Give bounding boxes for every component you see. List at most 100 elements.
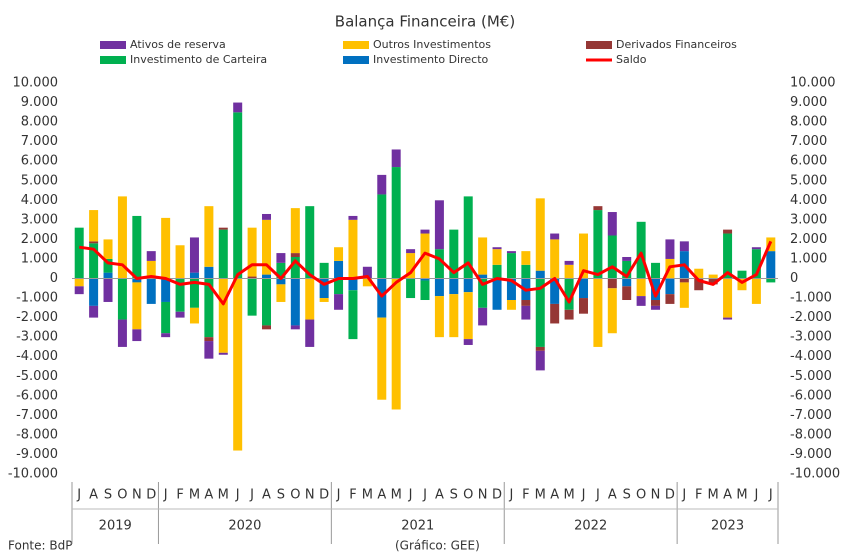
bar-segment	[564, 278, 574, 310]
bar-segment	[506, 300, 516, 310]
y-tick-label: 8.000	[21, 115, 58, 130]
x-tick-label: N	[305, 488, 315, 503]
bar-segment	[463, 292, 473, 340]
y-tick-label: 4.000	[21, 193, 58, 208]
bar-segment	[607, 278, 617, 289]
y2-tick-label: 4.000	[790, 193, 827, 208]
bar-segment	[607, 235, 617, 279]
legend-label: Saldo	[616, 53, 647, 66]
bar-segment	[578, 278, 588, 299]
bar-segment	[463, 196, 473, 279]
bar-segment	[550, 278, 560, 304]
bar-segment	[578, 298, 588, 314]
bar-segment	[434, 296, 444, 338]
bar-segment	[651, 300, 661, 306]
x-tick-label: S	[277, 488, 285, 503]
bar-segment	[161, 333, 171, 338]
x-tick-label: M	[563, 488, 574, 503]
bar-segment	[132, 215, 142, 279]
x-tick-label: J	[235, 488, 240, 503]
bar-segment	[348, 215, 358, 220]
bar-segment	[334, 247, 344, 261]
bar-segment	[305, 319, 315, 347]
bar-segment	[535, 278, 545, 347]
bar-segment	[694, 278, 704, 291]
bar-segment	[161, 301, 171, 334]
y2-tick-label: 5.000	[790, 173, 827, 188]
x-tick-label: S	[104, 488, 112, 503]
bar-segment	[434, 278, 444, 297]
x-tick-label: M	[189, 488, 200, 503]
y-tick-label: 6.000	[21, 154, 58, 169]
bar-segment	[420, 280, 430, 301]
saldo-line	[78, 240, 773, 306]
bar-segment	[737, 278, 747, 291]
bar-segment	[723, 317, 733, 320]
legend-swatch	[100, 41, 126, 49]
y-tick-label: -3.000	[16, 330, 58, 345]
bar-segment	[723, 229, 733, 234]
bar-segment	[218, 352, 228, 355]
bar-segment	[550, 239, 560, 279]
x-tick-label: A	[204, 488, 213, 503]
bar-segment	[189, 272, 199, 279]
bar-segment	[593, 206, 603, 211]
legend-swatch	[100, 56, 126, 64]
y-tick-label: -2.000	[16, 310, 58, 325]
bar-segment	[89, 210, 99, 242]
bar-segment	[74, 227, 84, 279]
bar-segment	[622, 286, 632, 301]
year-label: 2020	[228, 519, 261, 534]
bar-segment	[636, 278, 646, 297]
x-tick-label: A	[608, 488, 617, 503]
y2-tick-label: -9.000	[790, 447, 832, 462]
bar-segment	[593, 278, 603, 347]
bar-segment	[146, 260, 156, 279]
x-tick-label: F	[695, 488, 702, 503]
bar-segment	[276, 253, 286, 263]
bar-segment	[449, 278, 459, 295]
bar-segment	[276, 278, 286, 285]
year-label: 2019	[99, 519, 132, 534]
bar-segment	[319, 262, 329, 279]
bar-segment	[751, 278, 761, 304]
bar-segment	[204, 278, 214, 338]
bar-segment	[564, 264, 574, 279]
y-tick-label: 0	[50, 271, 58, 286]
bar-segment	[708, 278, 718, 285]
year-label: 2021	[401, 519, 434, 534]
bar-segment	[218, 227, 228, 230]
bar-segment	[535, 270, 545, 279]
y2-tick-label: -6.000	[790, 388, 832, 403]
y-tick-label: -9.000	[16, 447, 58, 462]
x-tick-label: A	[723, 488, 732, 503]
bar-segment	[305, 206, 315, 279]
bar-segment	[564, 309, 574, 320]
bar-segment	[362, 278, 372, 287]
x-tick-label: N	[132, 488, 142, 503]
x-tick-label: D	[146, 488, 156, 503]
bar-segment	[218, 278, 228, 353]
bar-segment	[521, 264, 531, 279]
bar-segment	[521, 300, 531, 306]
bar-segment	[535, 350, 545, 371]
bar-segment	[377, 174, 387, 195]
bar-segment	[679, 241, 689, 252]
y2-tick-label: -4.000	[790, 349, 832, 364]
bar-segment	[204, 206, 214, 267]
bar-segment	[247, 278, 257, 316]
bar-segment	[377, 317, 387, 400]
y2-tick-label: 8.000	[790, 115, 827, 130]
y-tick-label: 3.000	[21, 212, 58, 227]
y-tick-label: 10.000	[13, 76, 59, 91]
bar-segment	[607, 212, 617, 236]
bar-segment	[665, 278, 675, 295]
x-tick-label: F	[349, 488, 356, 503]
bar-segment	[564, 260, 574, 265]
bar-segment	[506, 278, 516, 301]
bar-segment	[175, 311, 185, 318]
bar-segment	[218, 229, 228, 279]
bar-segment	[665, 294, 675, 304]
bar-segment	[348, 290, 358, 340]
bar-segment	[175, 278, 185, 312]
